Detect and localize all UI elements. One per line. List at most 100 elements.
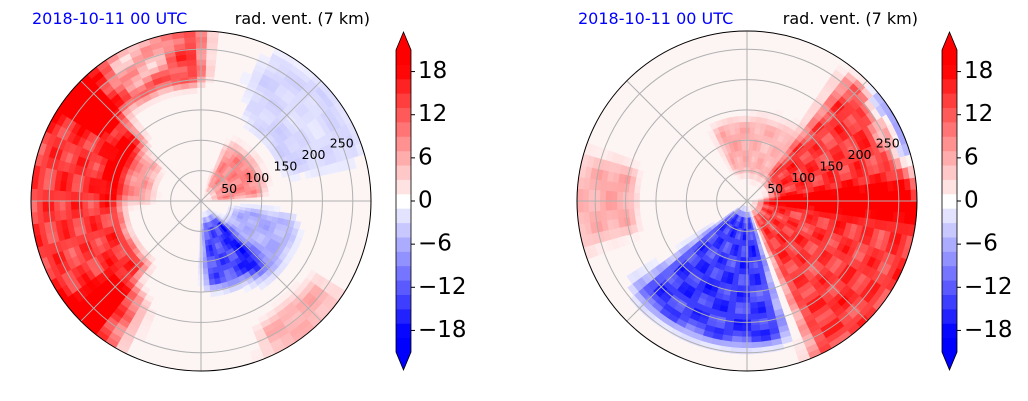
field-cell	[149, 200, 157, 205]
colorbar-extend-min	[396, 352, 411, 370]
panel-right-time-title: 2018-10-11 00 UTC	[578, 9, 733, 28]
field-cell	[754, 121, 762, 129]
colorbar-level	[942, 251, 957, 267]
field-cell	[732, 273, 740, 281]
field-cell	[110, 194, 117, 202]
field-cell	[848, 193, 855, 202]
field-cell	[791, 200, 799, 205]
field-cell	[814, 205, 821, 212]
field-cell	[588, 189, 595, 202]
field-cell	[87, 192, 94, 202]
field-cell	[888, 190, 895, 202]
azimuth-line	[200, 200, 322, 322]
azimuth-line	[626, 80, 748, 202]
colorbar-tick-label: −6	[418, 231, 452, 257]
colorbar-level	[942, 64, 957, 80]
colorbar-level	[396, 165, 411, 180]
panel-right-variable-title: rad. vent. (7 km)	[783, 9, 918, 28]
azimuth-line	[626, 200, 748, 322]
colorbar-outline	[395, 30, 412, 372]
polar-frame	[576, 30, 918, 372]
radial-tick-label: 150	[820, 158, 844, 173]
colorbar-tick-label: −18	[964, 317, 1013, 343]
radial-velocity-field	[31, 31, 365, 364]
field-cell	[854, 192, 861, 202]
field-cell	[820, 195, 827, 202]
field-cell	[53, 200, 60, 212]
field-cell	[138, 196, 145, 202]
field-cell	[205, 53, 217, 61]
field-cell	[748, 155, 753, 162]
colorbar-level	[396, 236, 411, 252]
colorbar-level	[942, 208, 957, 224]
colorbar-level	[396, 265, 411, 281]
field-cell	[808, 200, 816, 207]
field-cell	[87, 200, 94, 210]
field-cell	[876, 200, 884, 211]
field-cell	[751, 324, 761, 332]
colorbar-level	[942, 294, 957, 310]
field-cell	[132, 191, 140, 197]
field-cell	[910, 200, 917, 214]
field-cell	[127, 190, 134, 197]
azimuth-line	[746, 200, 868, 322]
field-cell	[599, 200, 606, 212]
field-cell	[115, 194, 123, 202]
field-cell	[814, 200, 821, 207]
field-cell	[825, 206, 833, 214]
radial-tick-label: 50	[767, 181, 783, 196]
colorbar-level	[396, 107, 411, 123]
field-cell	[138, 191, 146, 198]
field-cell	[904, 189, 912, 202]
field-cell	[910, 188, 917, 202]
field-cell	[138, 204, 146, 211]
radial-tick-label: 50	[221, 181, 237, 196]
field-cell	[36, 200, 44, 213]
field-cell	[814, 195, 821, 202]
field-cell	[748, 144, 754, 151]
colorbar-level	[942, 179, 957, 195]
field-cell	[273, 205, 281, 213]
colorbar-tick-label: −18	[418, 317, 467, 343]
field-cell	[132, 195, 140, 202]
field-cell	[797, 204, 804, 210]
field-cell	[842, 200, 850, 209]
field-cell	[797, 200, 804, 206]
field-cell	[184, 42, 196, 50]
colorbar-level	[396, 64, 411, 80]
colorbar-level	[942, 150, 957, 166]
field-cell	[750, 302, 759, 309]
field-cell	[98, 186, 106, 195]
colorbar-outline	[941, 30, 958, 372]
field-cell	[750, 296, 758, 304]
field-cell	[854, 200, 861, 210]
field-cell	[138, 200, 145, 206]
field-cell	[42, 189, 49, 202]
radial-tick-label: 250	[330, 136, 354, 151]
field-cell	[830, 188, 838, 196]
colorbar-level	[396, 323, 411, 339]
field-cell	[848, 200, 855, 209]
field-cell	[36, 189, 44, 202]
field-cell	[633, 192, 640, 202]
field-cell	[206, 42, 218, 50]
field-cell	[734, 307, 744, 315]
field-cell	[749, 285, 757, 292]
field-cell	[203, 279, 211, 287]
field-cell	[187, 70, 197, 78]
field-cell	[803, 200, 810, 206]
field-cell	[186, 64, 197, 72]
field-cell	[738, 268, 745, 275]
field-cell	[808, 205, 816, 211]
azimuth-line	[80, 200, 202, 322]
colorbar-tick-label: 6	[964, 144, 979, 170]
field-cell	[239, 203, 247, 208]
field-cell	[70, 200, 77, 211]
field-cell	[750, 307, 760, 315]
field-cell	[188, 87, 198, 95]
panel-right: 2018-10-11 00 UTC rad. vent. (7 km) 50 10…	[576, 9, 1013, 372]
colorbar-level	[396, 179, 411, 195]
field-cell	[871, 200, 878, 211]
field-cell	[251, 204, 258, 210]
